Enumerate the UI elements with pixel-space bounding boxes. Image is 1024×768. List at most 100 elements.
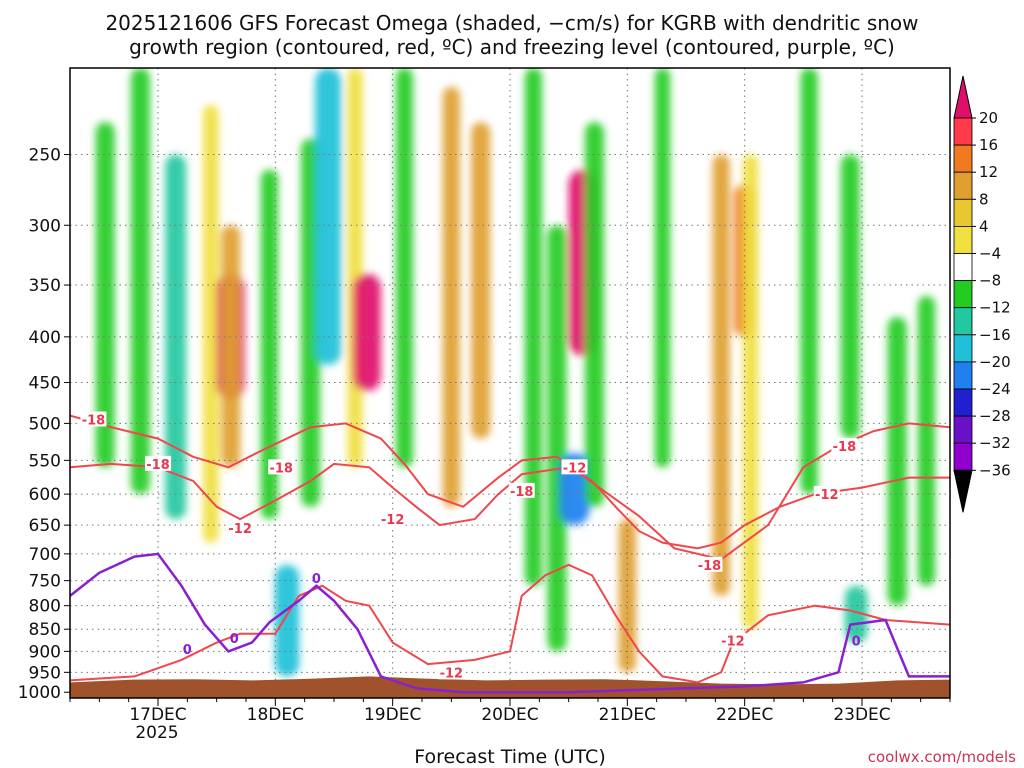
- omega-feature-16: [547, 225, 567, 652]
- purple-contour-label-1: 0: [230, 632, 239, 647]
- colorbar-top-triangle: [953, 75, 973, 119]
- colorbar-label-7: −12: [979, 299, 1011, 317]
- watermark: coolwx.com/models: [868, 748, 1016, 766]
- colorbar-box-9: [953, 361, 973, 390]
- omega-feature-11: [352, 273, 381, 392]
- colorbar-box-0: [953, 117, 973, 146]
- omega-feature-6: [260, 169, 279, 520]
- x-tick-label-23DEC: 23DEC: [833, 705, 890, 725]
- omega-feature-13: [442, 86, 460, 507]
- chart-title-line1: 2025121606 GFS Forecast Omega (shaded, −…: [105, 11, 918, 35]
- omega-feature-22: [712, 154, 730, 596]
- omega-feature-24: [742, 154, 759, 630]
- red-label-bg-0: [80, 411, 107, 427]
- red-label-bg-6: [561, 459, 588, 475]
- colorbar-label-5: −4: [979, 245, 1001, 263]
- terrain-layer: [70, 676, 950, 698]
- y-tick-label-750: 750: [29, 572, 61, 592]
- red-label-bg-11: [813, 486, 840, 502]
- colorbar-label-1: 16: [979, 136, 998, 154]
- red-label-bg-7: [696, 556, 723, 572]
- purple-contour-label-2: 0: [312, 572, 321, 587]
- x-tick-label-17DEC: 17DEC: [129, 705, 186, 725]
- red-contour-label-4: -12: [381, 513, 405, 528]
- colorbar-box-3: [953, 198, 973, 227]
- terrain-fill: [70, 676, 950, 698]
- x-tick-label-22DEC: 22DEC: [716, 705, 773, 725]
- y-tick-label-350: 350: [29, 276, 61, 296]
- y-tick-label-950: 950: [29, 663, 61, 683]
- x-tick-label-21DEC: 21DEC: [599, 705, 656, 725]
- colorbar: 20 16 12 8 4 −4 −8 −12 −16 −20 −24 −28 −32 −36: [953, 75, 1011, 513]
- y-tick-label-900: 900: [29, 642, 61, 662]
- colorbar-label-0: 20: [979, 109, 998, 127]
- x-year-label: 2025: [135, 723, 178, 743]
- red-contour-label-2: -12: [228, 522, 252, 537]
- red-label-bg-10: [831, 437, 858, 453]
- y-tick-label-650: 650: [29, 516, 61, 536]
- omega-feature-25: [800, 68, 818, 495]
- red-contour-label-7: -18: [698, 559, 722, 574]
- omega-feature-20: [618, 519, 636, 673]
- purple-contour-label-0: 0: [183, 643, 192, 658]
- red-contour-label-6: -12: [563, 461, 587, 476]
- dgz-minus12-contour: [70, 462, 950, 550]
- y-tick-label-400: 400: [29, 328, 61, 348]
- colorbar-label-13: −36: [979, 461, 1011, 479]
- y-tick-label-300: 300: [29, 216, 61, 236]
- red-label-bg-2: [227, 520, 254, 536]
- colorbar-box-10: [953, 388, 973, 417]
- red-contour-label-8: -12: [721, 634, 745, 649]
- colorbar-label-3: 8: [979, 190, 989, 208]
- red-contour-label-9: -12: [440, 666, 464, 681]
- red-contour-label-10: -18: [833, 440, 857, 455]
- dgz-minus18-contour: [70, 414, 950, 561]
- colorbar-bottom-triangle: [953, 469, 973, 513]
- omega-feature-28: [887, 316, 907, 606]
- colorbar-box-6: [953, 280, 973, 309]
- y-tick-label-800: 800: [29, 597, 61, 617]
- colorbar-box-8: [953, 334, 973, 363]
- omega-feature-0: [95, 122, 115, 468]
- x-tick-label-18DEC: 18DEC: [247, 705, 304, 725]
- red-contour-label-11: -12: [815, 488, 839, 503]
- red-contour-label-3: -18: [269, 461, 293, 476]
- colorbar-label-8: −16: [979, 326, 1011, 344]
- omega-feature-3: [203, 104, 219, 543]
- red-label-bg-4: [379, 511, 406, 527]
- omega-feature-14: [471, 122, 491, 439]
- red-contour-label-0: -18: [82, 413, 106, 428]
- red-label-bg-5: [508, 482, 535, 498]
- omega-feature-29: [917, 295, 936, 586]
- colorbar-box-4: [953, 225, 973, 254]
- colorbar-label-10: −24: [979, 380, 1011, 398]
- red-label-bg-3: [268, 459, 295, 475]
- colorbar-label-2: 12: [979, 163, 998, 181]
- red-label-bg-1: [145, 455, 171, 471]
- omega-feature-1: [130, 68, 150, 495]
- freezing-level-contour: [70, 552, 950, 694]
- contour-layer: -18 -18 -12 -18 -12 -18 -12 -18 -12 -12 -18 -12 0 0 0 0: [70, 411, 950, 694]
- y-tick-label-600: 600: [29, 485, 61, 505]
- purple-contour-label-3: 0: [852, 634, 861, 649]
- y-tick-label-700: 700: [29, 545, 61, 565]
- colorbar-label-11: −28: [979, 407, 1011, 425]
- colorbar-label-4: 4: [979, 217, 989, 235]
- red-contour-label-1: -18: [146, 458, 170, 473]
- omega-feature-21: [654, 68, 671, 468]
- omega-feature-7: [274, 564, 300, 677]
- omega-feature-12: [395, 68, 413, 468]
- colorbar-box-1: [953, 144, 973, 173]
- omega-feature-9: [315, 68, 342, 365]
- red-contour-label-5: -18: [510, 485, 534, 500]
- colorbar-label-9: −20: [979, 353, 1011, 371]
- omega-feature-10: [347, 68, 363, 468]
- y-axis: 2503003504004505005506006507007508008509…: [18, 146, 70, 703]
- x-tick-label-19DEC: 19DEC: [364, 705, 421, 725]
- omega-feature-15: [524, 68, 543, 586]
- colorbar-label-6: −8: [979, 272, 1001, 290]
- x-axis-title: Forecast Time (UTC): [414, 746, 605, 768]
- colorbar-box-11: [953, 415, 973, 444]
- y-tick-label-450: 450: [29, 374, 61, 394]
